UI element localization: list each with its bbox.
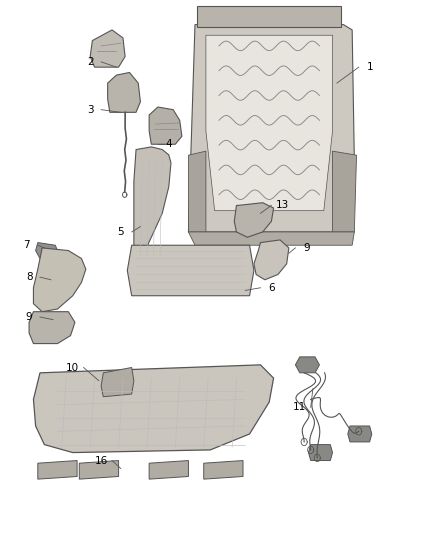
Polygon shape xyxy=(101,368,134,397)
Text: 4: 4 xyxy=(166,139,172,149)
Polygon shape xyxy=(206,35,332,211)
Polygon shape xyxy=(134,147,171,272)
Text: 9: 9 xyxy=(26,312,32,322)
Polygon shape xyxy=(33,365,274,453)
Text: 13: 13 xyxy=(276,200,289,211)
Text: 2: 2 xyxy=(87,57,93,67)
Polygon shape xyxy=(254,240,289,280)
Text: 11: 11 xyxy=(293,402,307,413)
Polygon shape xyxy=(204,461,243,479)
Polygon shape xyxy=(188,151,206,232)
Polygon shape xyxy=(33,248,86,312)
Text: 7: 7 xyxy=(24,240,30,250)
Text: 10: 10 xyxy=(66,362,79,373)
Polygon shape xyxy=(90,30,125,67)
Polygon shape xyxy=(308,445,332,461)
Polygon shape xyxy=(188,25,354,232)
Polygon shape xyxy=(149,461,188,479)
Polygon shape xyxy=(332,151,357,232)
Text: 5: 5 xyxy=(117,227,124,237)
Polygon shape xyxy=(35,243,57,259)
Polygon shape xyxy=(295,357,319,373)
Polygon shape xyxy=(197,6,341,27)
Polygon shape xyxy=(127,245,254,296)
Text: 1: 1 xyxy=(366,62,373,72)
Polygon shape xyxy=(234,203,274,237)
Polygon shape xyxy=(38,461,77,479)
Polygon shape xyxy=(149,107,182,144)
Polygon shape xyxy=(79,461,119,479)
Polygon shape xyxy=(348,426,372,442)
Polygon shape xyxy=(108,72,141,112)
Polygon shape xyxy=(29,312,75,344)
Text: 16: 16 xyxy=(95,456,108,465)
Text: 3: 3 xyxy=(87,104,93,115)
Text: 9: 9 xyxy=(303,243,310,253)
Text: 6: 6 xyxy=(268,283,275,293)
Text: 8: 8 xyxy=(26,272,32,282)
Polygon shape xyxy=(188,232,354,245)
